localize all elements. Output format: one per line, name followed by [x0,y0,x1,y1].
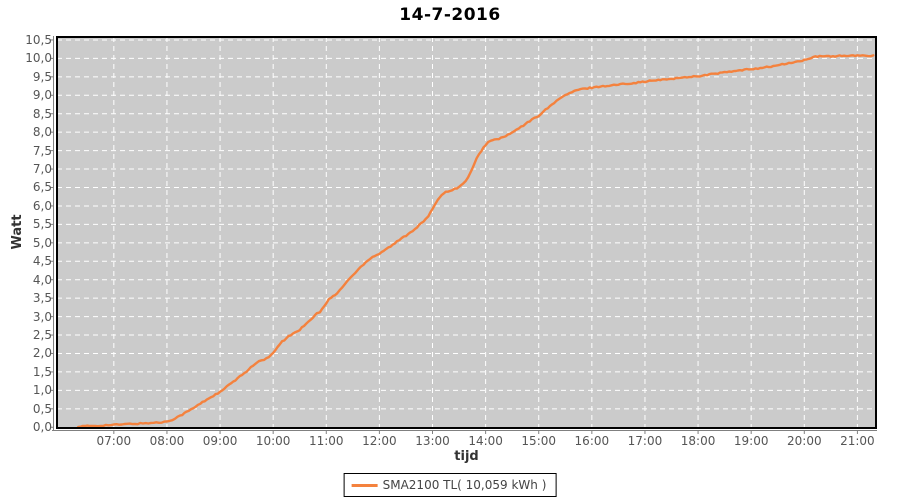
x-tick-label: 09:00 [202,434,238,448]
x-tick-label: 08:00 [149,434,185,448]
y-tick-label: 3,5 [32,291,52,306]
y-tick-label: 8,5 [32,106,52,121]
x-tick-label: 11:00 [308,434,344,448]
y-tick-label: 9,0 [32,88,52,103]
y-tick-label: 6,5 [32,180,52,195]
plot-border [56,36,877,429]
x-axis-title: tijd [454,449,479,464]
x-tick-label: 21:00 [840,434,875,448]
legend-line-swatch [351,483,378,487]
x-tick-label: 15:00 [521,434,557,448]
y-tick-label: 7,0 [32,162,52,177]
y-tick-label: 2,5 [32,328,52,343]
x-tick-label: 16:00 [574,434,610,448]
x-tick-label: 12:00 [362,434,397,448]
x-tick-label: 17:00 [627,434,663,448]
y-tick-label: 1,0 [32,383,52,398]
y-axis-title: Watt [10,214,25,250]
x-tick-label: 20:00 [787,434,822,448]
legend-box: SMA2100 TL( 10,059 kWh ) [343,473,557,497]
legend-label: SMA2100 TL( 10,059 kWh ) [382,478,547,492]
y-tick-label: 6,0 [32,198,52,213]
x-tick-label: 19:00 [733,434,769,448]
y-tick-label: 7,5 [32,143,52,158]
y-tick-label: 3,0 [32,309,52,324]
y-tick-label: 5,5 [32,217,52,232]
y-tick-label: 10,0 [25,51,52,66]
chart-title: 14-7-2016 [399,5,501,25]
x-tick-label: 14:00 [468,434,503,448]
y-tick-label: 5,0 [32,235,52,250]
y-tick-label: 4,5 [32,254,52,269]
series-line [76,54,875,429]
plot-background [57,37,876,428]
x-tick-label: 13:00 [415,434,450,448]
x-tick-label: 18:00 [680,434,716,448]
y-tick-label: 4,0 [32,272,52,287]
y-tick-label: 0,0 [32,420,52,435]
y-tick-label: 0,5 [32,401,52,416]
y-tick-label: 1,5 [32,364,52,379]
y-tick-label: 10,5 [25,32,52,47]
x-tick-label: 07:00 [96,434,132,448]
y-tick-label: 8,0 [32,125,52,140]
y-tick-label: 2,0 [32,346,52,361]
y-tick-label: 9,5 [32,69,52,84]
x-tick-label: 10:00 [255,434,291,448]
